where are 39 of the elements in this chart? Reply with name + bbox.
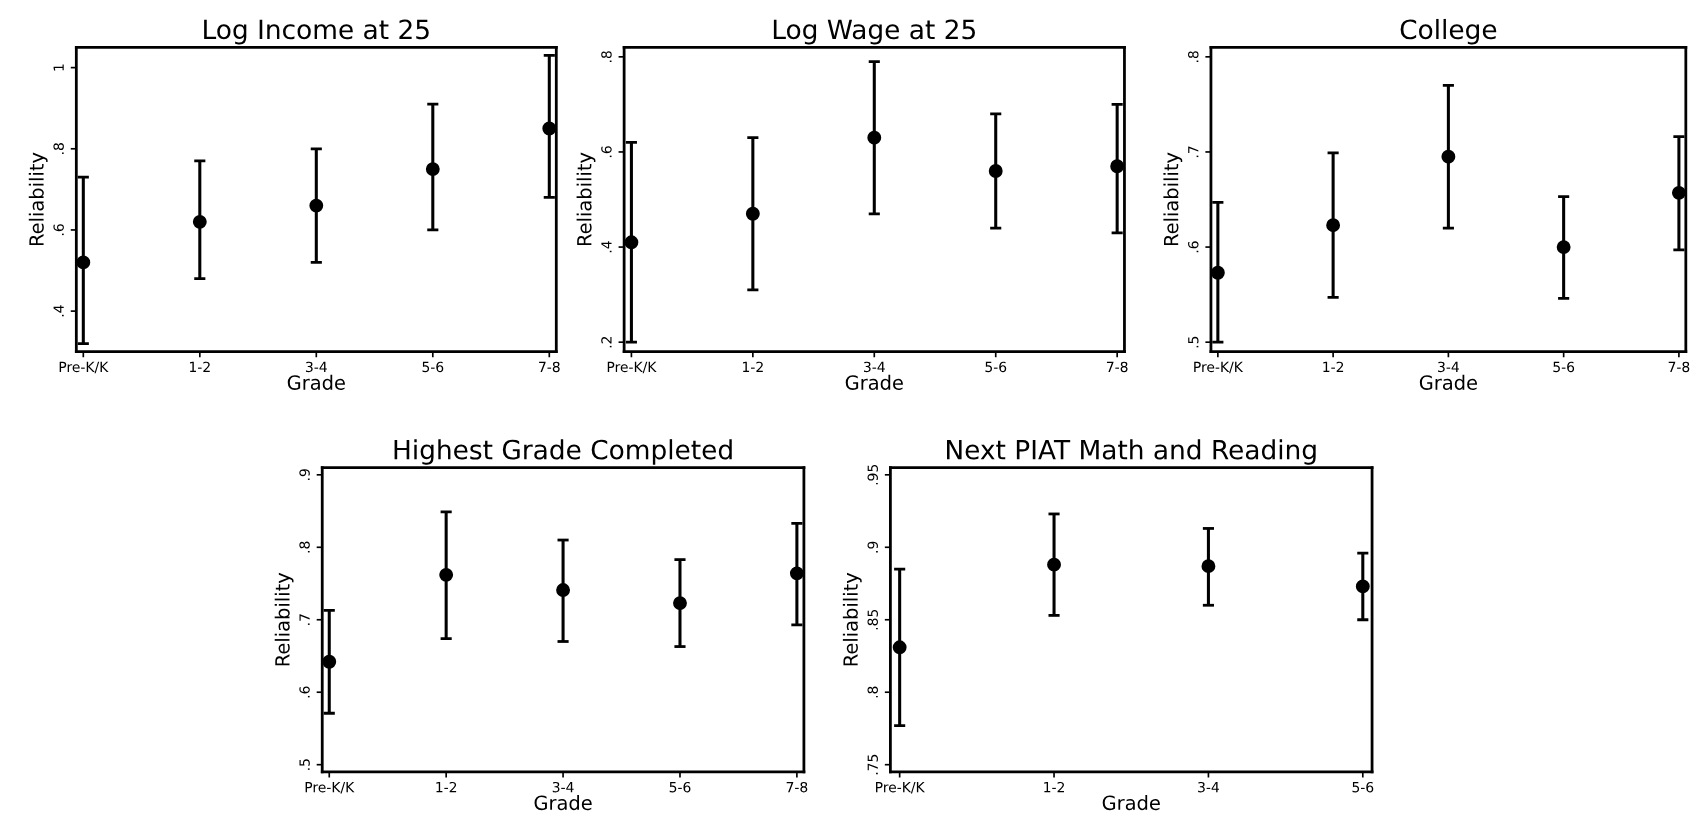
x-axis-title: Grade <box>1419 374 1477 390</box>
chart-title: Log Income at 25 <box>204 19 429 45</box>
point <box>439 567 454 582</box>
chart-title: Next PIAT Math and Reading <box>947 439 1316 465</box>
chart-title: Log Wage at 25 <box>773 19 975 45</box>
point <box>425 162 440 177</box>
point <box>1441 149 1456 164</box>
x-axis-title: Grade <box>534 795 592 811</box>
point <box>1210 265 1225 280</box>
x-axis-title: Grade <box>1102 795 1160 811</box>
y-axis-title: Reliability <box>274 572 294 666</box>
point <box>1110 159 1125 174</box>
x-axis-title: Grade <box>287 374 345 390</box>
point <box>745 206 760 221</box>
point <box>542 121 557 136</box>
point <box>673 596 687 611</box>
point <box>624 235 639 250</box>
y-axis-title: Reliability <box>842 572 862 666</box>
y-axis-title: Reliability <box>1163 152 1183 246</box>
y-axis-title: Reliability <box>576 152 596 246</box>
point <box>1355 579 1370 594</box>
x-axis-title: Grade <box>845 374 903 390</box>
point <box>1671 185 1686 200</box>
chart-title: College <box>1400 18 1497 45</box>
point <box>556 583 571 597</box>
point <box>1047 557 1061 572</box>
point <box>1556 240 1571 255</box>
point <box>322 654 337 669</box>
point <box>309 198 324 213</box>
point <box>867 130 882 145</box>
point <box>789 566 804 581</box>
y-axis-title: Reliability <box>28 152 48 246</box>
point <box>76 255 91 270</box>
point <box>988 164 1003 178</box>
chart-title: Highest Grade Completed <box>394 439 732 465</box>
point <box>1326 218 1341 233</box>
point <box>892 640 907 655</box>
point <box>1201 559 1216 574</box>
point <box>192 214 207 229</box>
